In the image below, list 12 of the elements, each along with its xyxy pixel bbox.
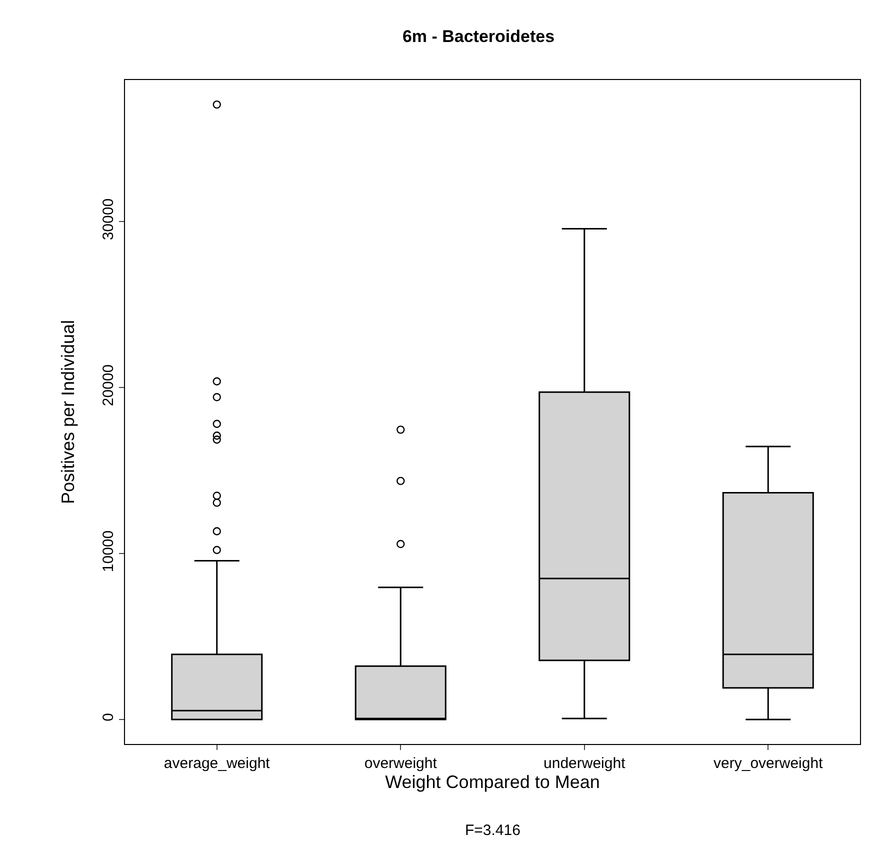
text: F=3.416 xyxy=(465,822,520,839)
x-tick-label: very_overweight xyxy=(714,755,824,772)
x-tick-label: average_weight xyxy=(164,755,271,772)
chart-title: 6m - Bacteroidetes xyxy=(402,26,555,46)
y-tick-label: 0 xyxy=(100,713,117,722)
x-tick-label: overweight xyxy=(364,755,438,772)
x-tick-label: underweight xyxy=(544,755,626,772)
y-tick-label: 20000 xyxy=(100,364,117,406)
y-tick-label: 30000 xyxy=(100,198,117,240)
x-axis-title: Weight Compared to Mean xyxy=(385,772,600,792)
y-tick-label: 10000 xyxy=(100,530,117,572)
y-axis-title: Positives per Individual xyxy=(58,320,78,504)
